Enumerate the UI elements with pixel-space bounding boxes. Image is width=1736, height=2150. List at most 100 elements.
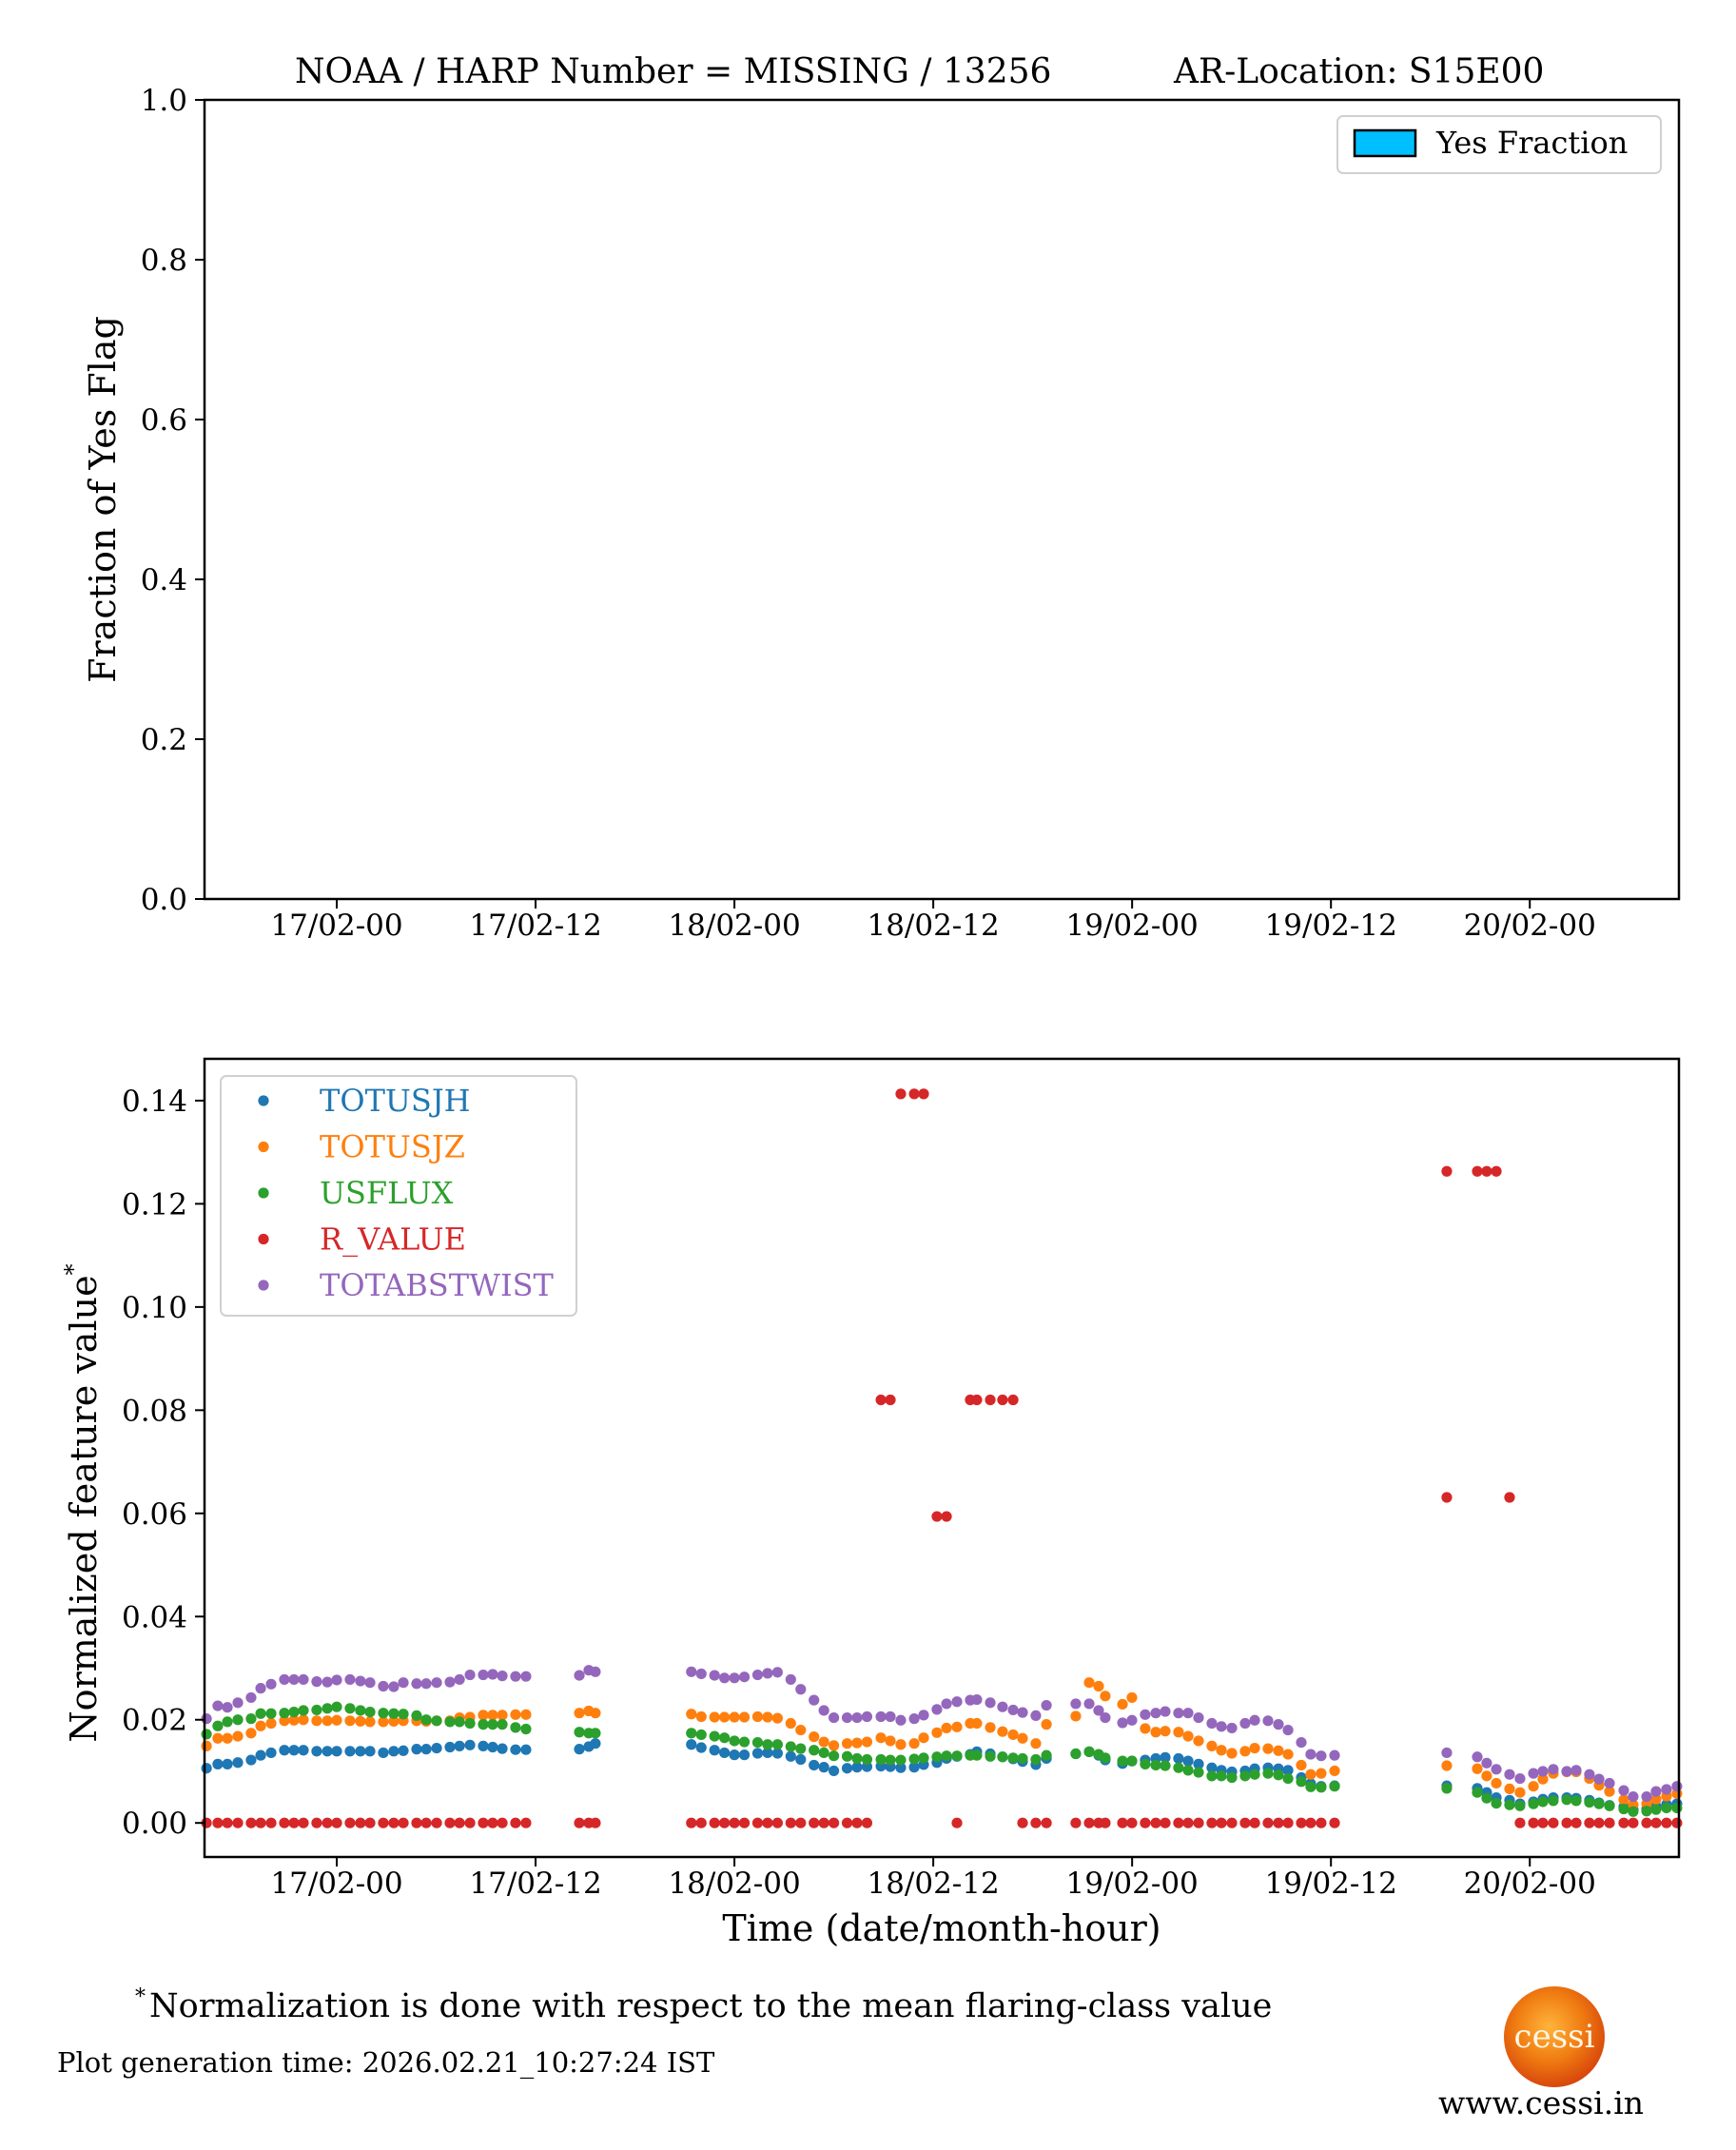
- data-point-usflux: [1017, 1752, 1028, 1765]
- data-point-totabstwist: [232, 1697, 244, 1709]
- data-point-usflux: [201, 1729, 212, 1740]
- data-point-r-value: [1249, 1817, 1260, 1828]
- data-point-usflux: [1584, 1796, 1595, 1808]
- data-point-totusjh: [738, 1749, 751, 1761]
- data-point-totusjz: [885, 1735, 896, 1747]
- data-point-r-value: [1628, 1817, 1639, 1828]
- data-point-totabstwist: [212, 1700, 224, 1711]
- data-point-totabstwist: [344, 1673, 356, 1686]
- data-point-totabstwist: [311, 1676, 322, 1688]
- data-point-totusjz: [1481, 1770, 1492, 1782]
- data-point-totusjh: [331, 1746, 342, 1757]
- data-point-totusjh: [201, 1763, 212, 1774]
- data-point-totusjh: [851, 1762, 863, 1773]
- data-point-totusjz: [478, 1710, 489, 1721]
- data-point-r-value: [818, 1817, 829, 1828]
- data-point-r-value: [1671, 1817, 1683, 1828]
- data-point-r-value: [795, 1817, 807, 1828]
- data-point-r-value: [298, 1817, 309, 1828]
- data-point-r-value: [997, 1394, 1008, 1406]
- data-point-usflux: [729, 1735, 740, 1747]
- data-point-usflux: [222, 1716, 233, 1728]
- data-point-r-value: [1481, 1165, 1492, 1177]
- data-point-totabstwist: [1570, 1765, 1582, 1776]
- website-link[interactable]: www.cessi.in: [1438, 2084, 1644, 2121]
- data-point-totusjz: [288, 1714, 300, 1726]
- data-point-r-value: [895, 1088, 907, 1100]
- data-point-usflux: [1441, 1783, 1453, 1794]
- data-point-totabstwist: [1548, 1764, 1559, 1775]
- bottom-x-tick-label: 20/02-00: [1464, 1867, 1596, 1901]
- data-point-r-value: [1305, 1817, 1317, 1828]
- data-point-totabstwist: [510, 1671, 521, 1682]
- data-point-usflux: [895, 1754, 907, 1766]
- bottom-y-tick-label: 0.10: [122, 1291, 187, 1325]
- data-point-totabstwist: [1537, 1766, 1549, 1777]
- data-point-totabstwist: [1481, 1757, 1492, 1769]
- data-point-r-value: [1126, 1817, 1138, 1828]
- cessi-logo: cessi: [1504, 1986, 1605, 2087]
- bottom-y-tick-label: 0.00: [122, 1807, 187, 1841]
- data-point-totabstwist: [751, 1669, 764, 1681]
- data-point-r-value: [1296, 1817, 1307, 1828]
- data-point-totusjz: [510, 1709, 521, 1720]
- data-point-totusjh: [420, 1744, 432, 1755]
- data-point-usflux: [487, 1719, 498, 1730]
- data-point-r-value: [1140, 1817, 1151, 1828]
- legend-marker-totusjz: [258, 1141, 269, 1153]
- data-point-usflux: [1117, 1755, 1128, 1767]
- data-point-totusjz: [941, 1722, 952, 1734]
- data-point-totusjz: [1305, 1769, 1317, 1780]
- data-point-r-value: [1329, 1817, 1340, 1828]
- data-point-usflux: [931, 1751, 943, 1763]
- data-point-totusjh: [828, 1765, 840, 1777]
- data-point-usflux: [1173, 1762, 1184, 1773]
- data-point-r-value: [322, 1817, 333, 1828]
- data-point-totabstwist: [686, 1666, 697, 1677]
- data-point-usflux: [311, 1704, 322, 1716]
- top-legend: Yes Fraction: [1336, 115, 1662, 174]
- data-point-usflux: [1661, 1802, 1672, 1814]
- data-point-usflux: [364, 1707, 376, 1718]
- top-y-tick-label: 0.6: [141, 403, 187, 438]
- data-point-usflux: [1126, 1755, 1138, 1767]
- data-point-totusjh: [279, 1745, 290, 1756]
- data-point-usflux: [1160, 1760, 1171, 1771]
- data-point-r-value: [574, 1817, 585, 1828]
- data-point-totabstwist: [818, 1705, 829, 1716]
- data-point-usflux: [971, 1749, 983, 1761]
- data-point-totabstwist: [941, 1698, 952, 1710]
- legend-label-r-value: R_VALUE: [320, 1222, 466, 1258]
- data-point-totabstwist: [1316, 1750, 1327, 1762]
- data-point-totabstwist: [1472, 1751, 1483, 1763]
- top-legend-label: Yes Fraction: [1435, 125, 1628, 161]
- data-point-r-value: [851, 1817, 863, 1828]
- data-point-totusjz: [1126, 1691, 1138, 1704]
- bottom-x-tick-label: 19/02-12: [1265, 1867, 1397, 1901]
- data-point-r-value: [951, 1817, 963, 1828]
- data-point-totabstwist: [1249, 1714, 1260, 1726]
- data-point-totabstwist: [222, 1702, 233, 1713]
- data-point-totusjz: [1282, 1749, 1294, 1760]
- data-point-totabstwist: [1017, 1707, 1028, 1718]
- data-point-totusjh: [574, 1744, 585, 1755]
- data-point-totusjz: [1226, 1748, 1238, 1759]
- data-point-totusjh: [378, 1747, 389, 1759]
- data-point-totusjz: [201, 1740, 212, 1751]
- data-point-r-value: [985, 1394, 996, 1406]
- data-point-totabstwist: [1193, 1711, 1204, 1724]
- top-x-ticks: 17/02-00 17/02-12 18/02-00 18/02-12 19/02-00…: [270, 899, 1596, 943]
- data-point-usflux: [1070, 1748, 1082, 1760]
- data-point-totabstwist: [1126, 1714, 1138, 1726]
- data-point-totusjh: [1182, 1755, 1194, 1767]
- data-point-totusjz: [951, 1721, 963, 1732]
- data-point-totusjz: [1504, 1783, 1515, 1795]
- data-point-r-value: [971, 1394, 983, 1406]
- data-point-totabstwist: [985, 1697, 996, 1709]
- data-point-r-value: [344, 1817, 356, 1828]
- data-point-totusjz: [785, 1717, 796, 1730]
- top-y-tick-label: 0.4: [141, 563, 187, 597]
- data-point-totusjz: [520, 1709, 532, 1720]
- data-point-r-value: [1216, 1817, 1227, 1828]
- data-point-usflux: [1593, 1798, 1605, 1809]
